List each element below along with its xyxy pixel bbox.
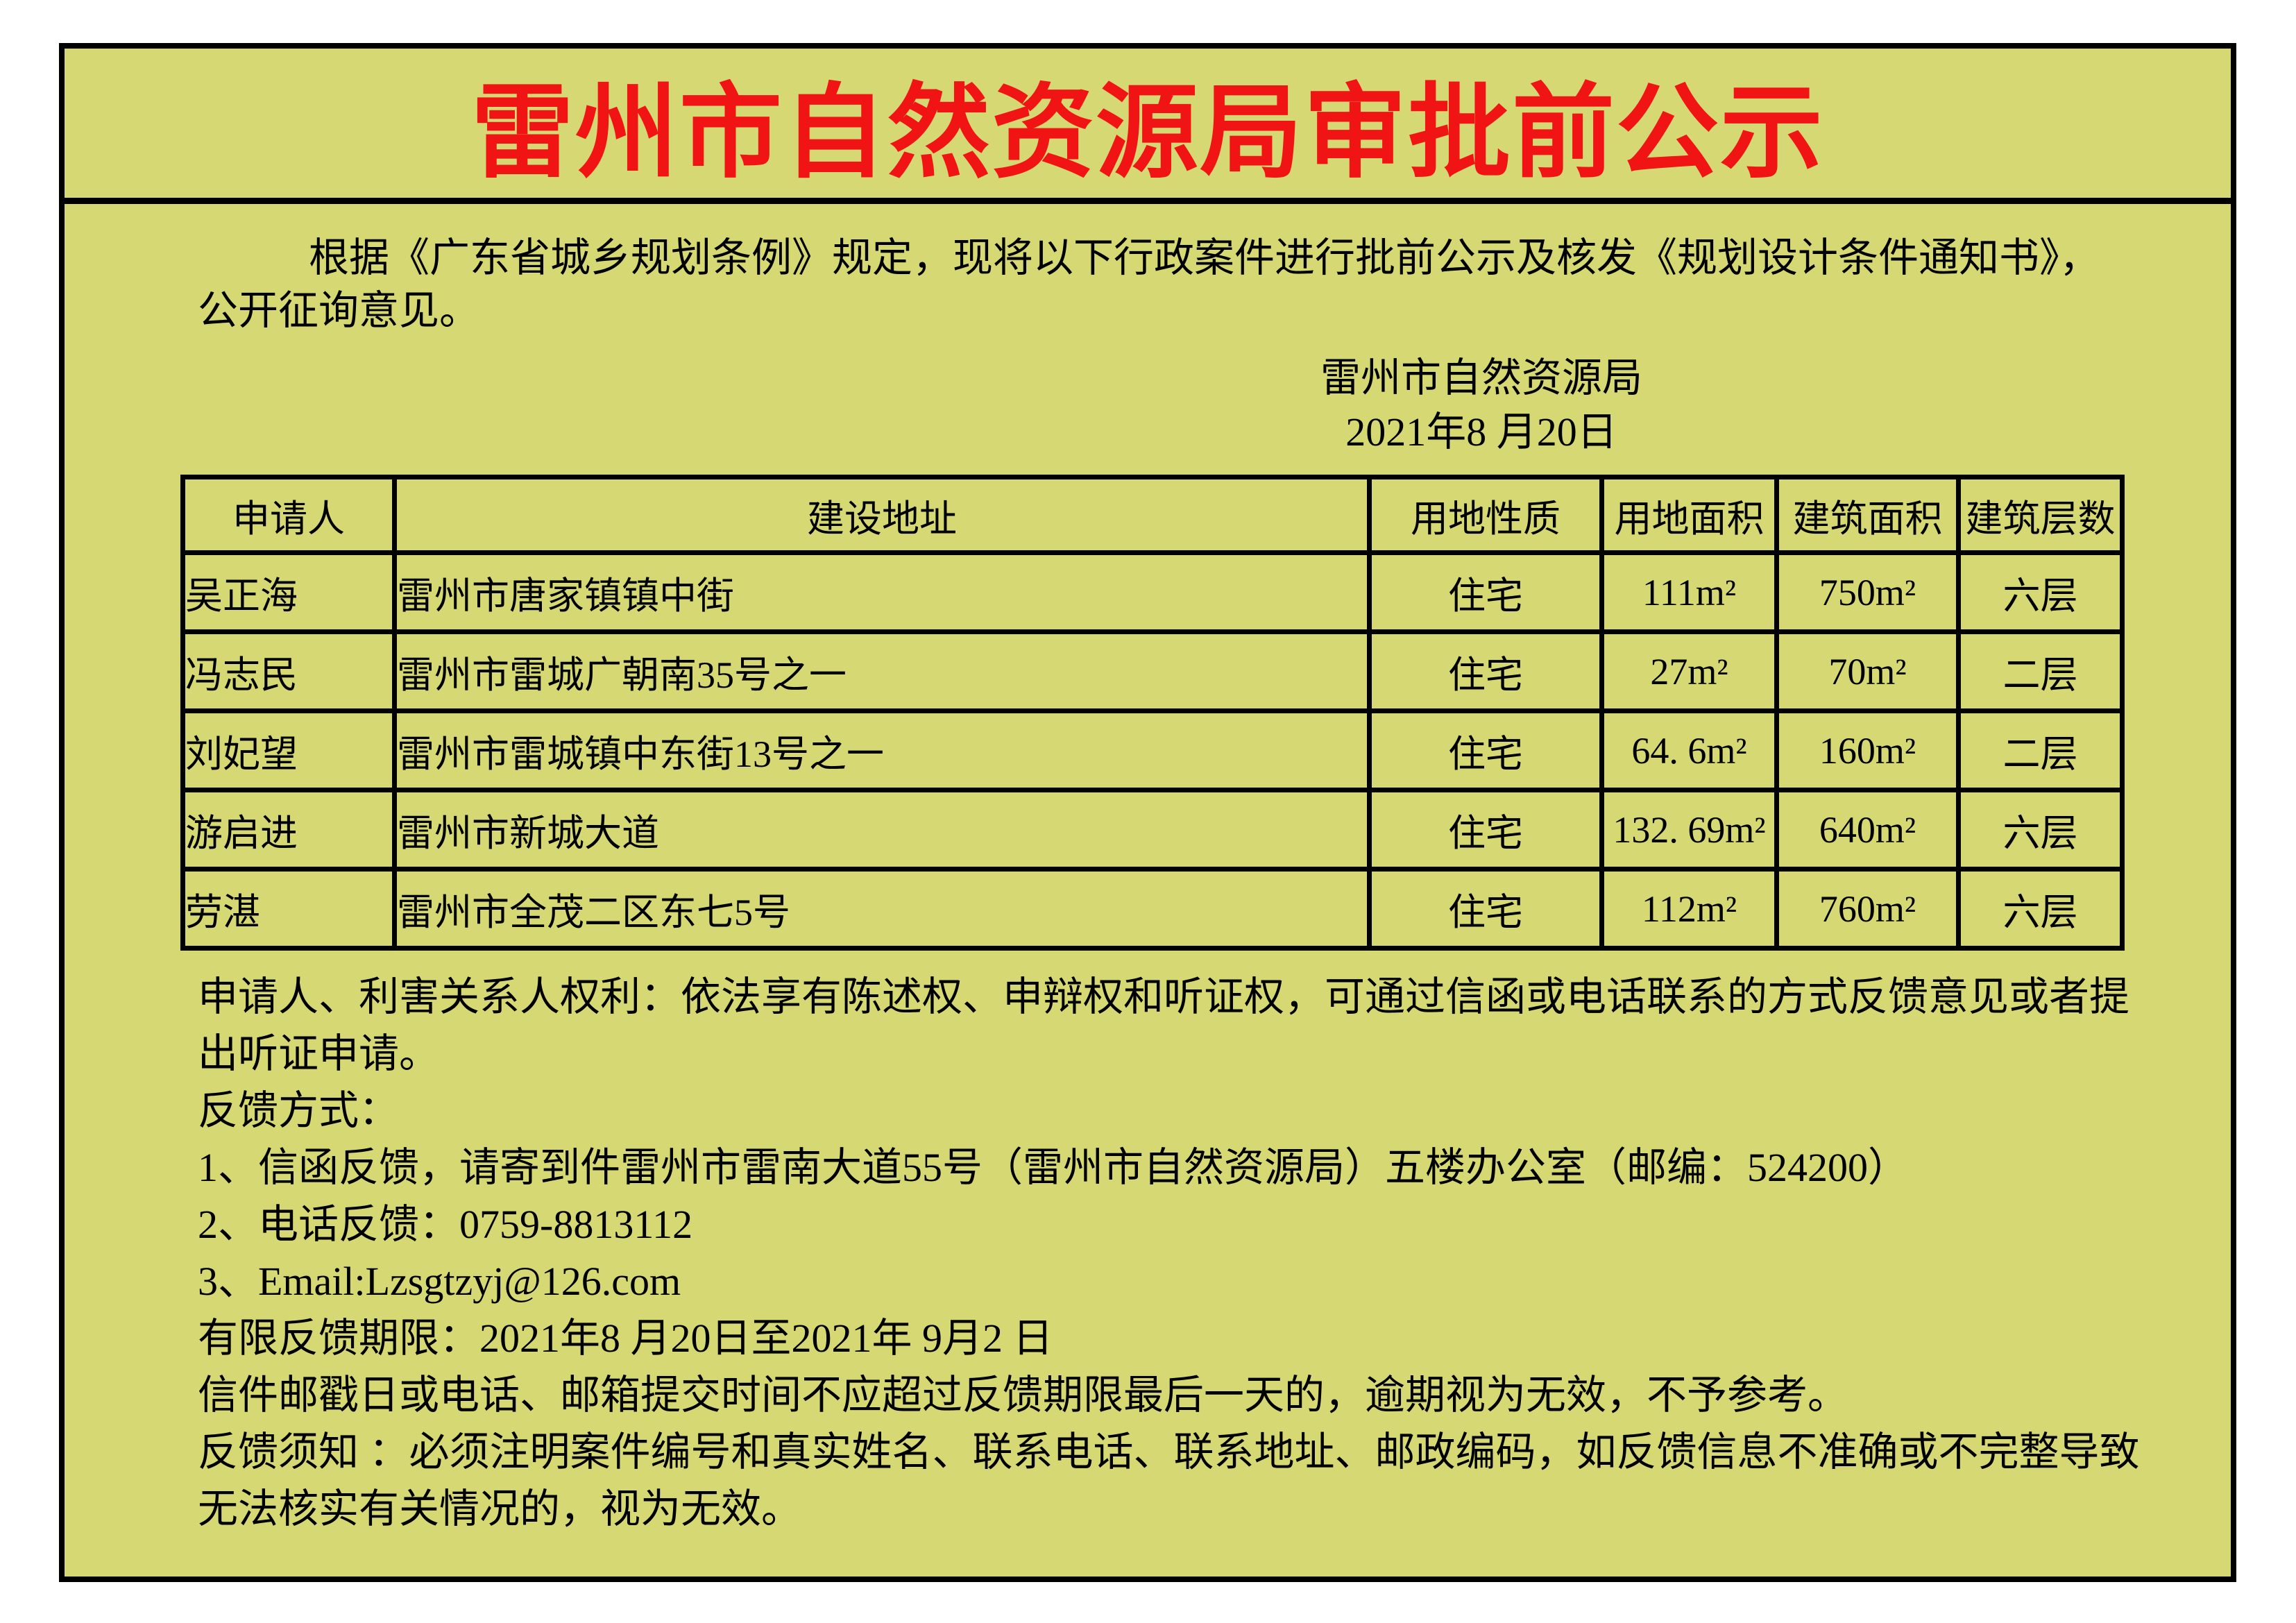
footer-line-rights-2: 出听证申请。 <box>198 1031 440 1076</box>
land-use-cell: 住宅 <box>1367 550 1604 634</box>
column-header-floors: 建筑层数 <box>1956 475 2125 555</box>
applicant-cell: 吴正海 <box>180 550 397 634</box>
applications-table: 申请人 建设地址 用地性质 用地面积 建筑面积 建筑层数 吴正海 雷州市唐家镇镇… <box>180 475 2125 951</box>
land-area-cell: 112m² <box>1599 867 1779 951</box>
land-area-cell: 27m² <box>1599 629 1779 713</box>
table-row: 劳湛 雷州市全茂二区东七5号 住宅 112m² 760m² 六层 <box>180 867 2125 951</box>
table-row: 游启进 雷州市新城大道 住宅 132. 69m² 640m² 六层 <box>180 788 2125 872</box>
signature-block: 雷州市自然资源局 2021年8 月20日 <box>1320 351 1642 459</box>
table-row: 刘妃望 雷州市雷城镇中东街13号之一 住宅 64. 6m² 160m² 二层 <box>180 708 2125 792</box>
title-band: 雷州市自然资源局审批前公示 <box>65 49 2231 204</box>
applicant-cell: 冯志民 <box>180 629 397 713</box>
building-area-cell: 640m² <box>1774 788 1961 872</box>
footer-line-mail-feedback: 1、信函反馈，请寄到件雷州市雷南大道55号（雷州市自然资源局）五楼办公室（邮编：… <box>198 1145 1909 1190</box>
signature-org: 雷州市自然资源局 <box>1320 355 1643 400</box>
footer-line-notice-rule-1: 反馈须知 ：必须注明案件编号和真实姓名、联系电话、联系地址、邮政编码，如反馈信息… <box>198 1429 2140 1475</box>
column-header-applicant: 申请人 <box>180 475 397 555</box>
intro-paragraph: 根据《广东省城乡规划条例》规定，现将以下行政案件进行批前公示及核发《规划设计条件… <box>198 232 2141 337</box>
address-cell: 雷州市雷城广朝南35号之一 <box>392 629 1372 713</box>
floors-cell: 二层 <box>1956 629 2125 713</box>
footer-line-postmark-rule: 信件邮戳日或电话、邮箱提交时间不应超过反馈期限最后一天的，逾期视为无效，不予参考… <box>198 1373 1848 1418</box>
footer-line-deadline: 有限反馈期限：2021年8 月20日至2021年 9月2 日 <box>198 1316 1053 1361</box>
footer-line-feedback-title: 反馈方式： <box>198 1088 400 1133</box>
signature-date: 2021年8 月20日 <box>1345 409 1617 454</box>
column-header-building-area: 建筑面积 <box>1774 475 1961 555</box>
land-use-cell: 住宅 <box>1367 708 1604 792</box>
column-header-land-area: 用地面积 <box>1599 475 1779 555</box>
footer-notes: 申请人、利害关系人权利：依法享有陈述权、申辩权和听证权，可通过信函或电话联系的方… <box>198 969 2161 1538</box>
intro-line-1: 根据《广东省城乡规划条例》规定，现将以下行政案件进行批前公示及核发《规划设计条件… <box>309 235 2100 280</box>
footer-line-phone-feedback: 2、电话反馈：0759-8813112 <box>198 1202 693 1247</box>
land-area-cell: 132. 69m² <box>1599 788 1779 872</box>
footer-line-rights-1: 申请人、利害关系人权利：依法享有陈述权、申辩权和听证权，可通过信函或电话联系的方… <box>198 974 2130 1019</box>
table-header-row: 申请人 建设地址 用地性质 用地面积 建筑面积 建筑层数 <box>180 475 2125 555</box>
building-area-cell: 70m² <box>1774 629 1961 713</box>
applicant-cell: 劳湛 <box>180 867 397 951</box>
column-header-address: 建设地址 <box>392 475 1372 555</box>
footer-line-notice-rule-2: 无法核实有关情况的，视为无效。 <box>198 1486 802 1531</box>
address-cell: 雷州市唐家镇镇中街 <box>392 550 1372 634</box>
land-use-cell: 住宅 <box>1367 629 1604 713</box>
intro-line-2: 公开征询意见。 <box>198 288 480 333</box>
floors-cell: 六层 <box>1956 867 2125 951</box>
address-cell: 雷州市新城大道 <box>392 788 1372 872</box>
land-area-cell: 64. 6m² <box>1599 708 1779 792</box>
applicant-cell: 刘妃望 <box>180 708 397 792</box>
applicant-cell: 游启进 <box>180 788 397 872</box>
page-title: 雷州市自然资源局审批前公示 <box>471 77 1824 191</box>
floors-cell: 六层 <box>1956 788 2125 872</box>
building-area-cell: 160m² <box>1774 708 1961 792</box>
floors-cell: 六层 <box>1956 550 2125 634</box>
column-header-land-use: 用地性质 <box>1367 475 1604 555</box>
land-area-cell: 111m² <box>1599 550 1779 634</box>
floors-cell: 二层 <box>1956 708 2125 792</box>
building-area-cell: 760m² <box>1774 867 1961 951</box>
table-row: 冯志民 雷州市雷城广朝南35号之一 住宅 27m² 70m² 二层 <box>180 629 2125 713</box>
building-area-cell: 750m² <box>1774 550 1961 634</box>
address-cell: 雷州市雷城镇中东街13号之一 <box>392 708 1372 792</box>
land-use-cell: 住宅 <box>1367 788 1604 872</box>
land-use-cell: 住宅 <box>1367 867 1604 951</box>
footer-line-email-feedback: 3、Email:Lzsgtzyj@126.com <box>198 1259 681 1304</box>
table-row: 吴正海 雷州市唐家镇镇中街 住宅 111m² 750m² 六层 <box>180 550 2125 634</box>
address-cell: 雷州市全茂二区东七5号 <box>392 867 1372 951</box>
notice-board: 雷州市自然资源局审批前公示 根据《广东省城乡规划条例》规定，现将以下行政案件进行… <box>59 43 2236 1582</box>
